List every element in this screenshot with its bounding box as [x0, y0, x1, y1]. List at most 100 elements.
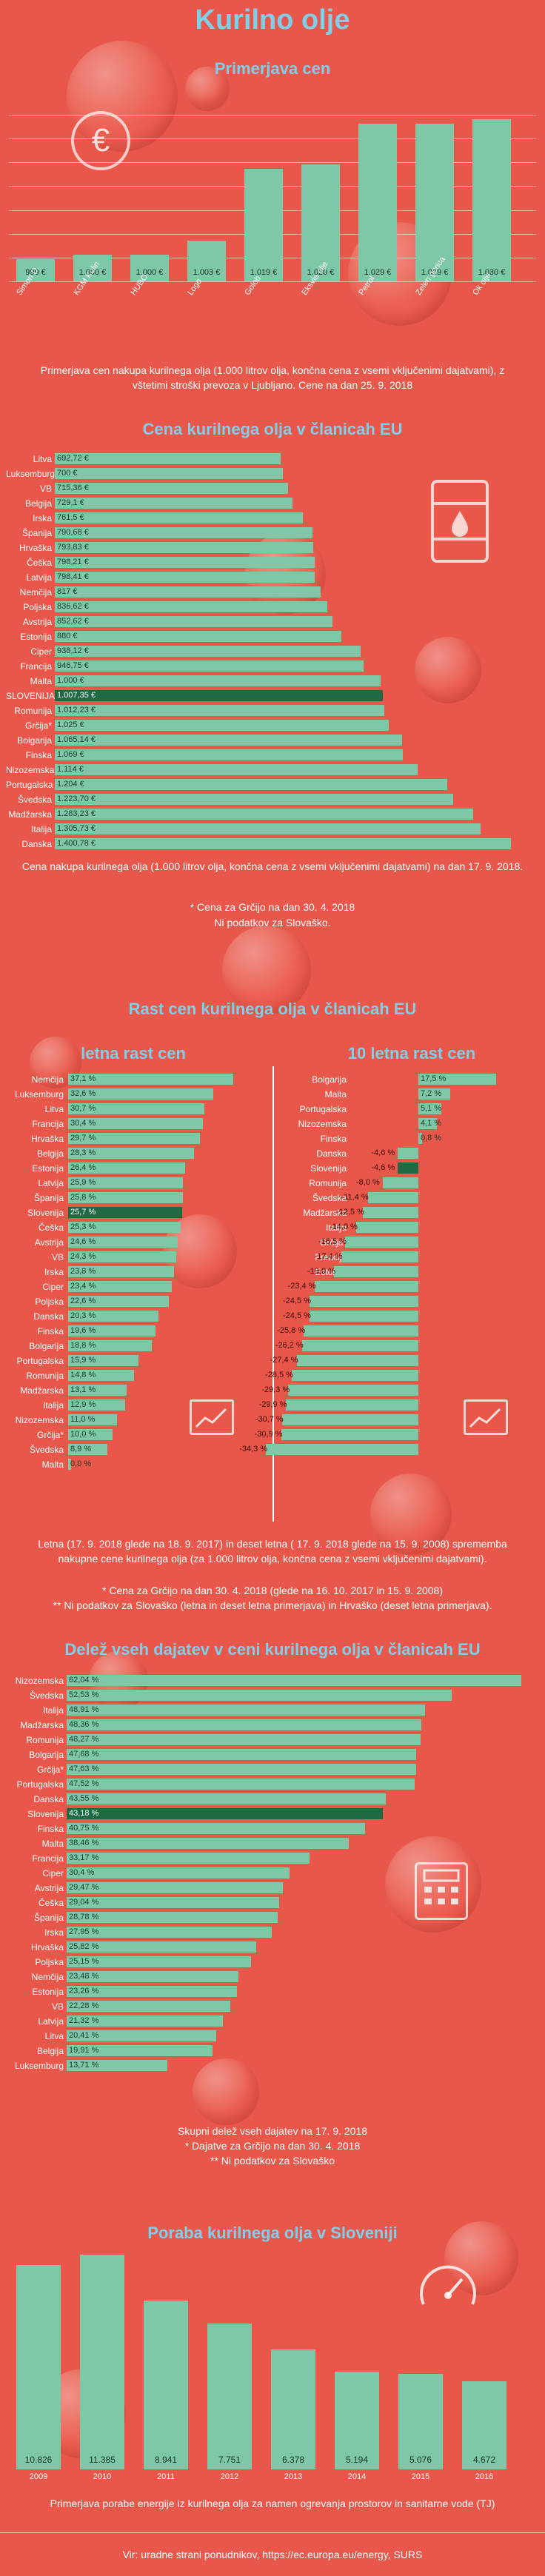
bar [345, 1237, 418, 1248]
category-label: Malta [30, 676, 52, 686]
bar-value-label: 23,8 % [70, 1267, 96, 1276]
bar-value-label: 793,83 € [57, 543, 89, 552]
bar [67, 2001, 230, 2012]
note: * Dajatve za Grčijo na dan 30. 4. 2018 [184, 2140, 361, 2152]
bar [418, 1103, 441, 1114]
category-label: Francija [32, 1119, 64, 1129]
category-label: Madžarska [8, 809, 52, 820]
category-label: VB [39, 484, 52, 494]
category-label: Danska [316, 1148, 347, 1159]
bar [207, 2323, 252, 2469]
bar-value-label: -12,5 % [336, 1208, 364, 1217]
bar-value-label: 700 € [57, 469, 78, 478]
tax-share-title: Delež vseh dajatev v ceni kurilnega olja… [64, 1640, 481, 1659]
category-label: Portugalska [16, 1356, 64, 1366]
bar [68, 1281, 173, 1292]
bar-value-label: 10,0 % [70, 1430, 96, 1439]
bar [67, 1912, 278, 1923]
category-label: Latvija [38, 2016, 64, 2027]
bar [55, 453, 281, 464]
note: ** Ni podatkov za Slovaško (letna in des… [53, 1599, 492, 1611]
bar [285, 1399, 418, 1411]
bar-value-label: 24,3 % [70, 1252, 96, 1261]
bar-value-label: 47,52 % [69, 1779, 99, 1788]
bar [55, 749, 404, 760]
bar [68, 1088, 213, 1100]
bar-value-label: 25,9 % [70, 1178, 96, 1187]
bar-value-label: 29,7 % [70, 1134, 96, 1143]
bar [144, 2301, 188, 2469]
bar-value-label: 25,15 % [69, 1957, 99, 1966]
bar [398, 2373, 443, 2469]
category-label: Bolgarija [29, 1750, 64, 1760]
category-label: 2010 [93, 2472, 112, 2481]
bar-value-label: -4,6 % [371, 1163, 395, 1172]
bar [55, 690, 384, 701]
category-label: Italija [30, 824, 52, 834]
bar [67, 1867, 290, 1879]
bar [288, 1385, 418, 1396]
category-label: Hrvaška [30, 1134, 64, 1144]
bar-value-label: 836,62 € [57, 602, 89, 611]
bar [55, 705, 385, 716]
bar-value-label: 1.012,23 € [57, 706, 96, 715]
category-label: Slovenija [27, 1208, 64, 1218]
category-label: Francija [20, 661, 52, 672]
growth-section-title: Rast cen kurilnega olja v članicah EU [128, 1000, 417, 1018]
bar [67, 1675, 522, 1686]
category-label: Malta [41, 1459, 64, 1470]
category-label: Švedska [17, 794, 52, 805]
bar [68, 1103, 205, 1114]
bar [68, 1237, 178, 1248]
bar [367, 1192, 418, 1203]
bar-value-label: 47,63 % [69, 1764, 99, 1773]
bar-value-label: -24,5 % [283, 1297, 311, 1305]
bar [68, 1266, 174, 1277]
category-label: Estonija [20, 632, 52, 642]
bar [67, 1971, 239, 1982]
category-label: Italija [42, 1400, 64, 1411]
bar [335, 2371, 379, 2469]
bar [310, 1311, 418, 1322]
bar [67, 1823, 366, 1834]
category-label: Belgija [24, 498, 52, 509]
bar [68, 1355, 139, 1366]
bar-value-label: 1.305,73 € [57, 824, 96, 833]
bar [383, 1177, 418, 1188]
annual-growth-title: letna rast cen [81, 1044, 186, 1063]
category-label: Nizozemska [15, 1676, 64, 1686]
grid-line [9, 162, 536, 164]
bar-value-label: 1.029 € [364, 268, 392, 277]
category-label: Danska [21, 839, 52, 849]
category-label: Avstrija [34, 1883, 64, 1893]
bar-value-label: 11.385 [89, 2455, 116, 2465]
bar [68, 1148, 194, 1159]
bar-value-label: 1.000 € [78, 268, 107, 277]
bar-value-label: 6.378 [281, 2455, 305, 2465]
bar-value-label: 938,12 € [57, 646, 89, 655]
category-label: Romunija [26, 1371, 64, 1381]
bar-value-label: 1.020 € [307, 268, 335, 277]
bar [415, 124, 454, 281]
category-label: Danska [33, 1794, 64, 1804]
chart-trend-icon [464, 1399, 508, 1435]
category-label: Madžarska [303, 1208, 347, 1218]
bar-value-label: 30,4 % [69, 1868, 95, 1877]
consumption-title: Poraba kurilnega olja v Sloveniji [147, 2224, 398, 2242]
bar-value-label: 790,68 € [57, 528, 89, 537]
bar [67, 1734, 421, 1745]
bar-value-label: 22,28 % [69, 2001, 99, 2010]
bar [73, 254, 112, 281]
category-label: Hrvaška [30, 1942, 64, 1953]
category-label: Litva [44, 1104, 64, 1114]
bar [67, 1764, 416, 1775]
bar [341, 1251, 418, 1262]
category-label: Slovenija [310, 1163, 347, 1174]
bar-value-label: -4,6 % [371, 1148, 395, 1157]
bar-value-label: 25,3 % [70, 1222, 96, 1231]
bar [462, 2381, 506, 2469]
bar-value-label: 14,8 % [70, 1371, 96, 1379]
bar-value-label: 0,8 % [421, 1134, 442, 1143]
bar [67, 1986, 238, 1997]
category-label: Luksemburg [14, 1089, 64, 1100]
